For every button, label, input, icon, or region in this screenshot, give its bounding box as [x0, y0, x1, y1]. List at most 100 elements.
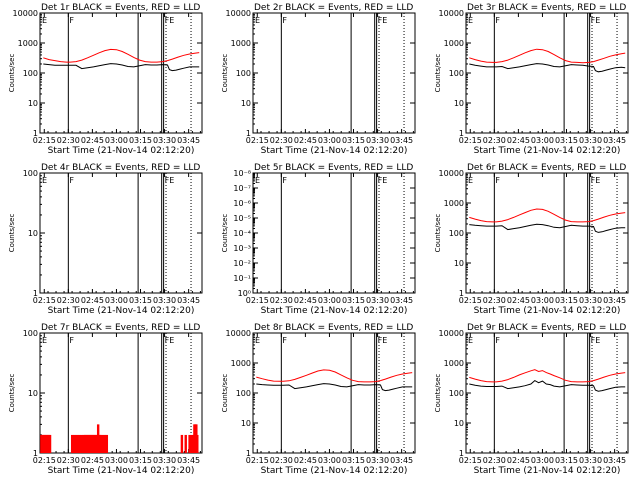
y-axis-label: Counts/sec — [434, 214, 442, 253]
panel-det-4: Det 4r BLACK = Events, RED = LLD E F FE 02:1… — [8, 163, 203, 316]
panel-title: Det 1r BLACK = Events, RED = LLD — [41, 3, 200, 13]
flag-label: FE — [378, 176, 388, 185]
x-tick-label: 03:15 — [342, 296, 365, 305]
x-tick-label: 03:15 — [129, 456, 152, 465]
events-series-line — [469, 63, 626, 73]
y-tick-label: 10 — [28, 389, 38, 398]
x-tick-label: 02:45 — [81, 296, 104, 305]
flag-label: FE — [378, 336, 388, 345]
lld-spike — [101, 434, 105, 453]
flag-label: E — [42, 336, 47, 345]
y-axis-label: Counts/sec — [221, 214, 229, 253]
plot-frame — [465, 12, 629, 134]
x-axis-label: Start Time (21-Nov-14 02:12:20) — [261, 146, 408, 156]
y-tick-label: 10⁻¹ — [233, 274, 251, 283]
y-tick-label: 100 — [23, 329, 38, 338]
y-tick-label: 10000 — [439, 169, 464, 178]
x-axis-label: Start Time (21-Nov-14 02:12:20) — [474, 146, 621, 156]
lld-series-line — [469, 369, 626, 383]
lld-spike — [180, 434, 184, 453]
x-tick-label: 03:45 — [177, 136, 200, 145]
y-tick-label: 1000 — [444, 359, 464, 368]
plot-frame — [465, 332, 629, 454]
x-tick-label: 02:30 — [57, 456, 80, 465]
y-tick-label: 10⁻⁸ — [233, 169, 251, 178]
lld-series-line — [469, 208, 626, 223]
y-tick-label: 10⁻⁵ — [233, 214, 251, 223]
flag-label: E — [468, 16, 473, 25]
lld-spike — [76, 434, 80, 453]
x-tick-label: 03:30 — [579, 456, 602, 465]
x-axis-label: Start Time (21-Nov-14 02:12:20) — [474, 306, 621, 316]
y-tick-label: 10000 — [439, 329, 464, 338]
lld-spike — [78, 434, 82, 453]
y-tick-label: 10 — [454, 419, 464, 428]
y-tick-label: 100 — [236, 69, 251, 78]
y-tick-label: 10 — [241, 99, 251, 108]
y-tick-label: 1000 — [231, 359, 251, 368]
y-tick-label: 1 — [33, 289, 38, 298]
x-tick-label: 02:45 — [507, 456, 530, 465]
flag-label: FE — [378, 16, 388, 25]
x-tick-label: 02:45 — [81, 456, 104, 465]
panel-title: Det 3r BLACK = Events, RED = LLD — [467, 3, 626, 13]
flag-label: E — [468, 336, 473, 345]
x-tick-label: 03:30 — [579, 296, 602, 305]
y-tick-label: 100 — [449, 69, 464, 78]
y-tick-label: 10000 — [439, 9, 464, 18]
panel-det-8: Det 8r BLACK = Events, RED = LLD E F FE 02:1… — [221, 323, 416, 476]
y-tick-label: 10000 — [13, 9, 38, 18]
x-tick-label: 02:30 — [57, 136, 80, 145]
x-tick-label: 03:15 — [555, 456, 578, 465]
plot-frame — [39, 12, 203, 134]
y-tick-label: 10 — [454, 259, 464, 268]
flag-label: F — [69, 176, 74, 185]
panel-det-1: Det 1r BLACK = Events, RED = LLD E F FE 02:1… — [8, 3, 203, 156]
lld-spike — [188, 434, 191, 453]
x-tick-label: 03:30 — [153, 456, 176, 465]
y-tick-label: 1 — [33, 449, 38, 458]
y-tick-label: 1000 — [444, 39, 464, 48]
y-tick-label: 10⁰ — [238, 289, 251, 298]
events-series-line — [469, 379, 626, 392]
panel-det-3: Det 3r BLACK = Events, RED = LLD E F FE 02:1… — [434, 3, 629, 156]
x-tick-label: 02:30 — [57, 296, 80, 305]
x-tick-label: 03:00 — [105, 296, 128, 305]
y-tick-label: 10 — [241, 419, 251, 428]
y-tick-label: 10 — [454, 99, 464, 108]
panel-det-2: Det 2r BLACK = Events, RED = LLD E F FE 02:1… — [221, 3, 416, 156]
x-tick-label: 02:30 — [270, 296, 293, 305]
plot-frame — [465, 172, 629, 294]
y-tick-label: 100 — [23, 169, 38, 178]
y-tick-label: 1 — [459, 289, 464, 298]
flag-label: F — [282, 336, 287, 345]
lld-series-line — [469, 48, 626, 64]
y-axis-label: Counts/sec — [8, 374, 16, 413]
events-series-line — [43, 63, 200, 72]
panel-title: Det 2r BLACK = Events, RED = LLD — [254, 3, 413, 13]
y-tick-label: 10⁻³ — [233, 244, 251, 253]
lld-series-line — [256, 369, 413, 383]
x-tick-label: 03:00 — [318, 296, 341, 305]
x-tick-label: 02:30 — [483, 456, 506, 465]
y-tick-label: 10⁻⁷ — [233, 184, 251, 193]
y-tick-label: 100 — [23, 69, 38, 78]
flag-label: F — [282, 16, 287, 25]
x-tick-label: 02:45 — [507, 136, 530, 145]
panel-det-7: Det 7r BLACK = Events, RED = LLD E F FE 02:1… — [8, 323, 203, 476]
x-tick-label: 03:00 — [318, 136, 341, 145]
flag-label: F — [495, 336, 500, 345]
y-tick-label: 100 — [449, 229, 464, 238]
flag-label: F — [69, 336, 74, 345]
flag-label: F — [495, 16, 500, 25]
x-tick-label: 03:45 — [177, 456, 200, 465]
lld-spike — [103, 434, 107, 453]
x-axis-label: Start Time (21-Nov-14 02:12:20) — [48, 466, 195, 476]
x-tick-label: 02:45 — [507, 296, 530, 305]
x-tick-label: 02:15 — [246, 456, 269, 465]
flag-label: E — [255, 16, 260, 25]
x-tick-label: 03:30 — [579, 136, 602, 145]
y-tick-label: 10 — [28, 99, 38, 108]
flag-label: FE — [591, 16, 601, 25]
panel-title: Det 9r BLACK = Events, RED = LLD — [467, 323, 626, 333]
